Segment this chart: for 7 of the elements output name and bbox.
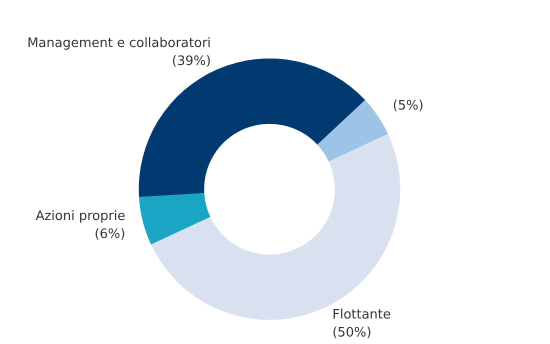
data-label: (39%) [172, 54, 211, 70]
data-label: (5%) [392, 98, 424, 114]
slice-label: Azioni proprie [36, 209, 126, 224]
data-label: (50%) [332, 325, 372, 340]
slice-label: Management e collaboratori [27, 36, 211, 52]
data-label: (6%) [94, 227, 126, 242]
slice-label: Flottante [332, 307, 391, 322]
